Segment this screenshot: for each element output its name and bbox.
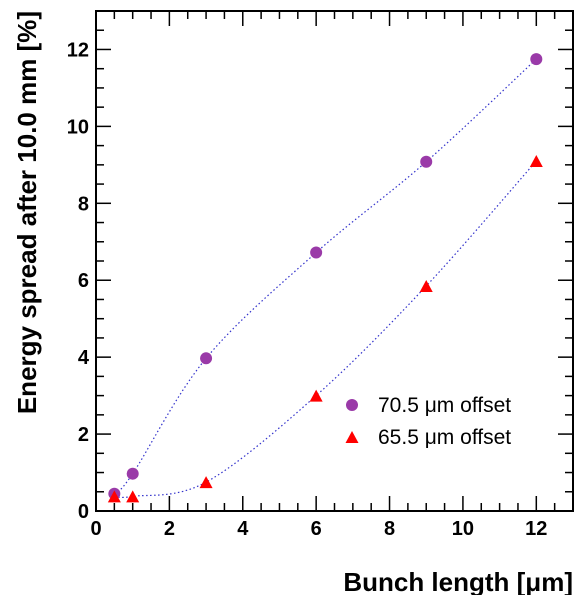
data-point-triangle <box>529 155 543 167</box>
legend-label: 65.5 μm offset <box>378 426 511 449</box>
legend-label: 70.5 μm offset <box>378 394 511 417</box>
data-point-circle <box>420 155 433 168</box>
x-tick-label: 4 <box>237 518 249 540</box>
y-tick-label: 2 <box>78 424 89 446</box>
legend-marker-triangle <box>345 431 359 443</box>
x-tick-label: 8 <box>384 518 395 540</box>
y-tick-label: 6 <box>78 270 89 292</box>
legend-marker-circle <box>346 399 358 411</box>
y-tick-label: 0 <box>78 501 89 523</box>
x-tick-label: 6 <box>311 518 322 540</box>
x-tick-label: 0 <box>90 518 101 540</box>
fit-curves <box>113 58 537 499</box>
data-point-triangle <box>309 389 323 402</box>
y-axis-title: Energy spread after 10.0 mm [%] <box>12 11 42 414</box>
data-point-triangle <box>107 490 121 503</box>
y-tick-label: 8 <box>78 193 89 215</box>
x-ticks: 0 2 4 6 8 10 12 <box>90 11 574 540</box>
fit-curve <box>114 160 537 499</box>
x-tick-label: 2 <box>164 518 175 540</box>
data-point-circle <box>126 467 139 480</box>
y-tick-label: 10 <box>67 116 89 138</box>
data-point-triangle <box>419 280 433 292</box>
x-axis-title: Bunch length [μm] <box>343 567 573 595</box>
data-point-circle <box>310 246 323 259</box>
x-tick-label: 12 <box>525 518 547 540</box>
x-tick-label: 10 <box>452 518 474 540</box>
legend: 70.5 μm offset 65.5 μm offset <box>345 394 511 449</box>
data-point-circle <box>530 53 543 66</box>
data-point-triangle <box>199 476 213 489</box>
y-tick-label: 4 <box>78 347 90 369</box>
data-points <box>107 53 543 503</box>
y-ticks: 0 2 4 6 8 10 12 <box>67 10 573 523</box>
y-tick-label: 12 <box>67 39 89 61</box>
data-point-triangle <box>126 490 140 503</box>
fit-curve <box>113 58 537 495</box>
data-point-circle <box>200 352 213 365</box>
